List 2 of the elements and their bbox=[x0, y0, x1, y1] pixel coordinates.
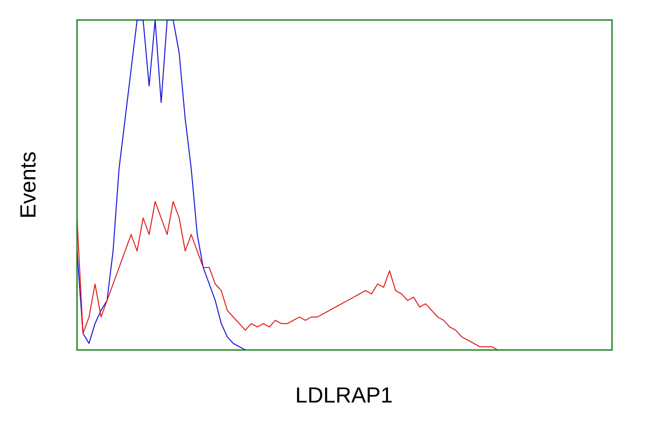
x-axis-title: LDLRAP1 bbox=[297, 387, 392, 403]
y-axis-title: Events bbox=[20, 152, 36, 217]
